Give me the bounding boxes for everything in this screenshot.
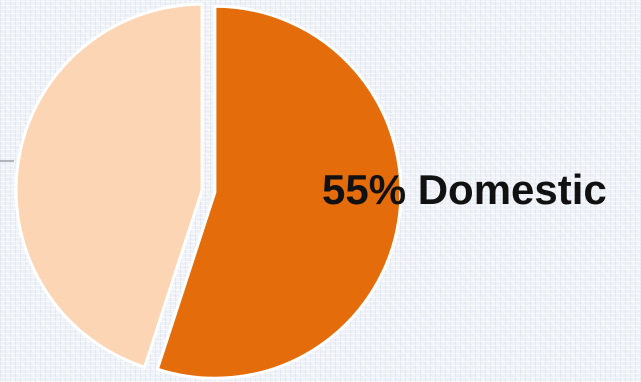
slice-label-domestic: 55% Domestic xyxy=(322,166,607,213)
slice-other xyxy=(14,2,204,369)
slice-domestic xyxy=(155,4,403,380)
